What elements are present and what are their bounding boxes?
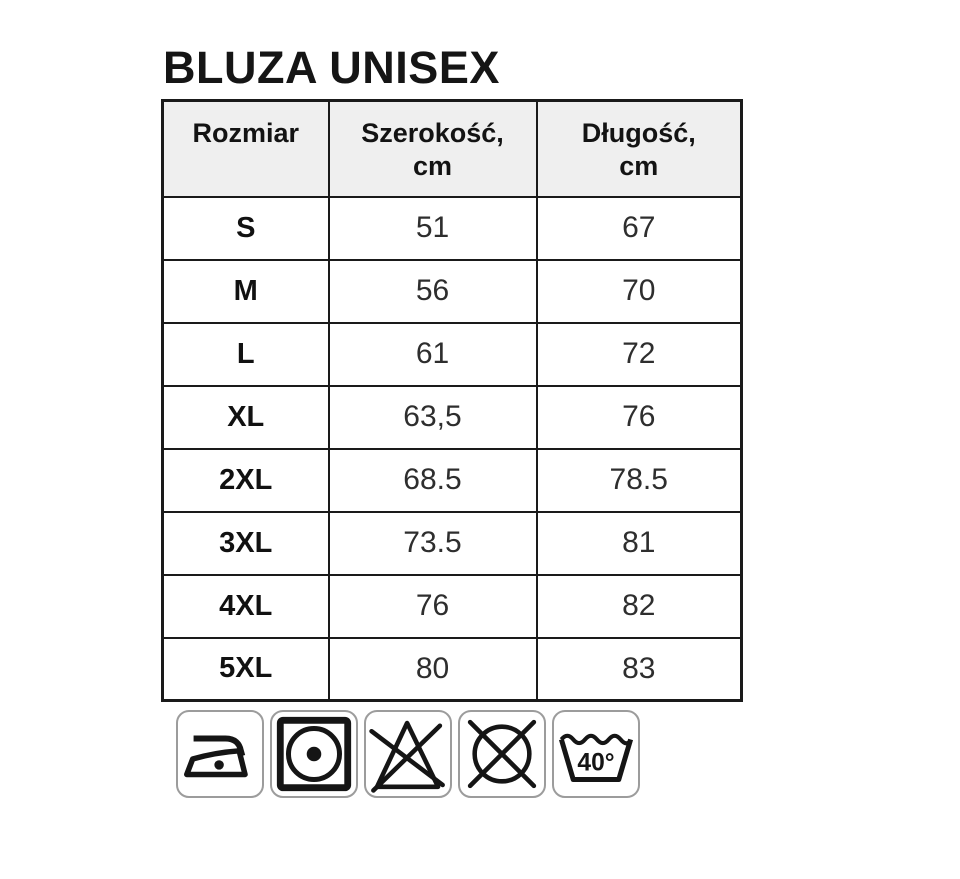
size-table: Rozmiar Szerokość, cm Długość, cm S 51 6…: [161, 99, 743, 702]
width-cell: 61: [327, 321, 538, 387]
header-width-label: Szerokość,: [361, 118, 504, 148]
header-size-label: Rozmiar: [192, 118, 300, 148]
page-title: BLUZA UNISEX: [163, 42, 500, 93]
table-row: XL 63,5 76: [161, 384, 743, 450]
header-length: Długość, cm: [535, 99, 743, 198]
table-row: M 56 70: [161, 258, 743, 324]
size-cell: M: [161, 258, 330, 324]
header-size: Rozmiar: [161, 99, 330, 198]
length-cell: 81: [535, 510, 743, 576]
wash-40-icon: 40°: [552, 710, 640, 798]
width-cell: 73.5: [327, 510, 538, 576]
width-cell: 56: [327, 258, 538, 324]
length-cell: 76: [535, 384, 743, 450]
size-cell: XL: [161, 384, 330, 450]
do-not-bleach-icon: [364, 710, 452, 798]
header-length-unit: cm: [619, 151, 659, 181]
table-header-row: Rozmiar Szerokość, cm Długość, cm: [161, 99, 743, 198]
tumble-dry-icon: [270, 710, 358, 798]
care-icons-row: 40°: [176, 710, 640, 798]
size-cell: L: [161, 321, 330, 387]
header-width: Szerokość, cm: [327, 99, 538, 198]
header-width-unit: cm: [412, 151, 453, 181]
table-row: 2XL 68.5 78.5: [161, 447, 743, 513]
table-row: 4XL 76 82: [161, 573, 743, 639]
length-cell: 67: [535, 195, 743, 261]
length-cell: 83: [535, 636, 743, 702]
iron-low-icon: [176, 710, 264, 798]
width-cell: 63,5: [327, 384, 538, 450]
table-row: 3XL 73.5 81: [161, 510, 743, 576]
size-cell: 2XL: [161, 447, 330, 513]
table-row: 5XL 80 83: [161, 636, 743, 702]
size-cell: 4XL: [161, 573, 330, 639]
length-cell: 78.5: [535, 447, 743, 513]
size-cell: 3XL: [161, 510, 330, 576]
size-cell: S: [161, 195, 330, 261]
size-cell: 5XL: [161, 636, 330, 702]
table-row: S 51 67: [161, 195, 743, 261]
width-cell: 76: [327, 573, 538, 639]
header-length-label: Długość,: [581, 118, 696, 148]
length-cell: 72: [535, 321, 743, 387]
width-cell: 80: [327, 636, 538, 702]
length-cell: 70: [535, 258, 743, 324]
do-not-dry-clean-icon: [458, 710, 546, 798]
wash-temperature-label: 40°: [577, 749, 614, 776]
table-row: L 61 72: [161, 321, 743, 387]
width-cell: 68.5: [327, 447, 538, 513]
length-cell: 82: [535, 573, 743, 639]
width-cell: 51: [327, 195, 538, 261]
